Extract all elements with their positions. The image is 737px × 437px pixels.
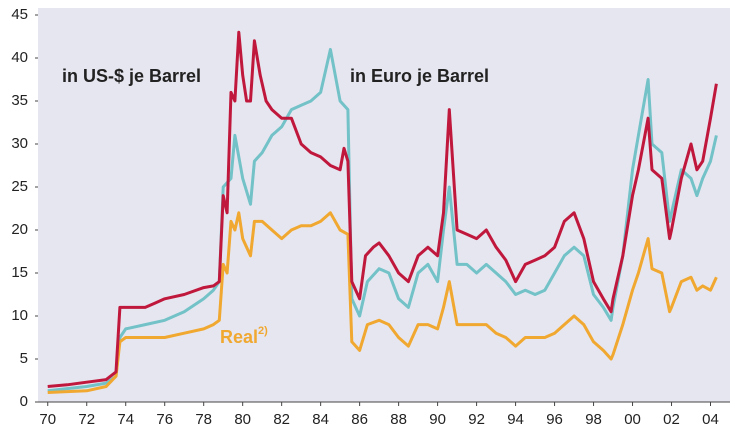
x-tick-label: 78 (195, 411, 212, 428)
x-tick-label: 88 (390, 411, 407, 428)
x-tick-label: 74 (117, 411, 134, 428)
lines (47, 30, 718, 394)
y-tick-label: 20 (11, 221, 28, 238)
x-tick-label: 02 (663, 411, 680, 428)
label-text: Real (220, 327, 258, 347)
x-tick-label: 80 (234, 411, 251, 428)
series-label: in Euro je Barrel (350, 66, 489, 86)
y-tick-label: 45 (11, 6, 28, 23)
series-line (47, 30, 718, 388)
x-tick-label: 98 (585, 411, 602, 428)
series-label: Real2) (220, 325, 268, 347)
series-label: in US-$ je Barrel (62, 66, 201, 86)
y-tick-label: 35 (11, 92, 28, 109)
y-tick-label: 5 (20, 350, 28, 367)
x-tick-label: 72 (78, 411, 95, 428)
x-tick-label: 76 (156, 411, 173, 428)
x-tick-label: 86 (351, 411, 368, 428)
x-tick-label: 00 (624, 411, 641, 428)
x-tick-label: 84 (312, 411, 329, 428)
x-tick-label: 94 (507, 411, 524, 428)
x-tick-label: 04 (702, 411, 719, 428)
y-tick-label: 30 (11, 135, 28, 152)
x-tick-label: 82 (273, 411, 290, 428)
x-tick-label: 92 (468, 411, 485, 428)
y-tick-label: 40 (11, 49, 28, 66)
y-tick-label: 15 (11, 264, 28, 281)
footnote: 2) (258, 325, 268, 337)
y-tick-label: 0 (20, 393, 28, 410)
series-line (47, 211, 718, 394)
y-tick-label: 25 (11, 178, 28, 195)
x-tick-label: 90 (429, 411, 446, 428)
y-tick-label: 10 (11, 307, 28, 324)
x-tick-label: 70 (39, 411, 56, 428)
x-tick-label: 96 (546, 411, 563, 428)
